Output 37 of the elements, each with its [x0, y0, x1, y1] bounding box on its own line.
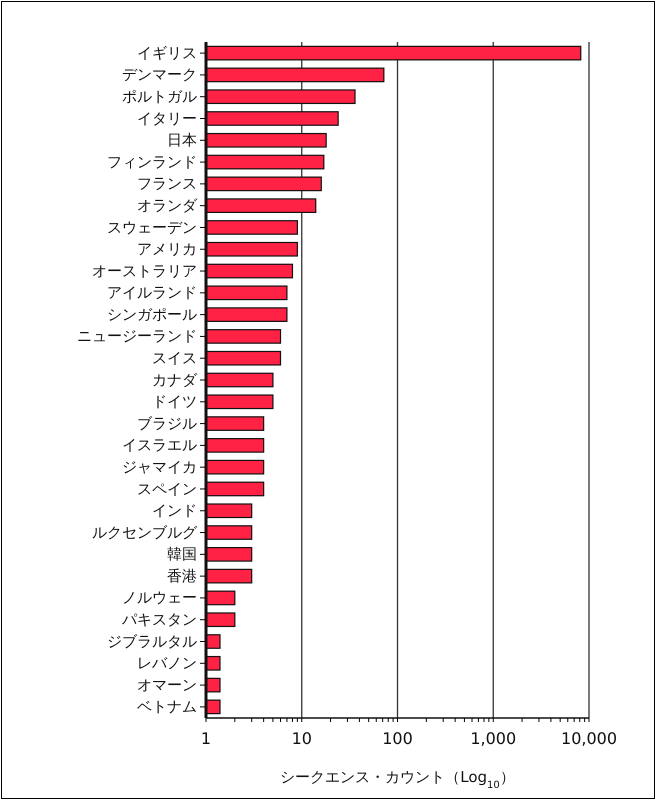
y-tick-label: シンガポール [107, 305, 197, 324]
y-tick-label: 香港 [167, 566, 197, 585]
y-tick-label: オマーン [137, 676, 197, 694]
y-tick-label: ベトナム [137, 698, 197, 716]
y-tick-label: フィンランド [107, 152, 197, 171]
y-tick-label: イスラエル [122, 436, 197, 454]
y-tick-label: レバノン [137, 654, 197, 672]
y-tick-label: スペイン [137, 480, 197, 498]
y-tick-label: ノルウェー [122, 588, 197, 607]
y-tick-label: スイス [152, 349, 197, 368]
y-tick-label: ジャマイカ [122, 458, 197, 476]
x-tick-label: 10 [292, 729, 312, 748]
x-tick-label: 10,000 [561, 729, 617, 748]
y-tick-label: デンマーク [122, 66, 197, 84]
x-tick-label: 1,000 [470, 729, 516, 748]
y-tick-label: イギリス [137, 44, 197, 62]
y-tick-label: ルクセンブルグ [92, 523, 198, 542]
x-axis-title: シークエンス・カウント（Log$_{10}$） [280, 768, 515, 790]
y-tick-label: ドイツ [152, 392, 197, 411]
y-tick-label: アイルランド [107, 284, 197, 302]
y-tick-label: インド [152, 502, 197, 520]
y-tick-label: ブラジル [137, 414, 197, 432]
y-tick-label: カナダ [152, 370, 198, 389]
y-tick-label: 日本 [167, 131, 197, 150]
y-tick-label: ポルトガル [122, 88, 197, 106]
y-tick-label: 韓国 [167, 545, 197, 564]
y-tick-label: ジブラルタル [107, 632, 197, 650]
y-tick-label: オーストラリア [92, 262, 197, 280]
y-tick-label: アメリカ [137, 240, 197, 258]
x-tick-label: 1 [200, 729, 212, 748]
y-tick-label: フランス [137, 174, 197, 193]
y-tick-label: オランダ [137, 196, 198, 214]
y-tick-label: ニュージーランド [77, 327, 197, 346]
y-tick-label: スウェーデン [107, 218, 197, 236]
x-tick-label: 100 [382, 729, 413, 748]
y-tick-label: イタリー [137, 109, 197, 128]
y-tick-label: パキスタン [121, 610, 197, 629]
